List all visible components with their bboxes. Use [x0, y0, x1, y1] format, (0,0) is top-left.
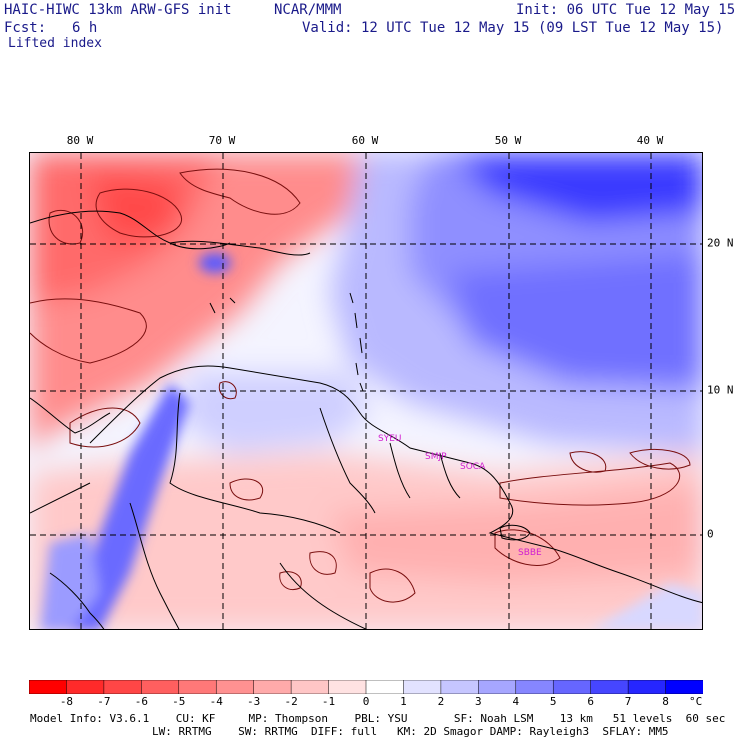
colorbar-tick-label: -7: [97, 695, 111, 708]
lat-label-20n: 20 N: [707, 236, 734, 250]
colorbar-tick-label: -3: [247, 695, 261, 708]
colorbar-tick-label: 7: [624, 695, 632, 708]
contour-lines: [30, 168, 691, 603]
colorbar-swatch: [290, 680, 330, 694]
lat-lon-grid: [30, 153, 702, 629]
field-name: Lifted index: [8, 36, 102, 51]
colorbar-tick-label: -2: [284, 695, 298, 708]
lat-label-10n: 10 N: [707, 383, 734, 397]
colorbar-swatch: [478, 680, 517, 694]
lon-label-80w: 80 W: [66, 134, 94, 147]
colorbar-tick-label: -4: [209, 695, 223, 708]
lon-label-60w: 60 W: [351, 134, 379, 147]
colorbar-swatch: [627, 680, 667, 694]
forecast-hour: 6 h: [72, 20, 98, 36]
colorbar-unit: °C: [689, 695, 703, 708]
colorbar-tick-label: -8: [59, 695, 74, 708]
model-info-line-2: LW: RRTMG SW: RRTMG DIFF: full KM: 2D Sm…: [152, 725, 669, 738]
lifted-index-map: SYEU SMJP SOCA SBBE: [29, 152, 703, 630]
field-shading: [30, 153, 702, 629]
colorbar-swatch: [665, 680, 703, 694]
colorbar-swatch: [103, 680, 143, 694]
lon-label-40w: 40 W: [636, 134, 664, 147]
valid-time: Valid: 12 UTC Tue 12 May 15 (09 LST Tue …: [302, 20, 724, 36]
colorbar-swatch: [215, 680, 255, 694]
model-info-line-1: Model Info: V3.6.1 CU: KF MP: Thompson P…: [30, 712, 726, 725]
station-syeu: SYEU: [378, 434, 401, 444]
colorbar-tick-label: -5: [172, 695, 186, 708]
colorbar-swatch: [515, 680, 554, 694]
lon-label-50w: 50 W: [494, 134, 522, 147]
colorbar-tick-label: 1: [400, 695, 407, 708]
colorbar-swatch: [253, 680, 292, 694]
map-canvas: SYEU SMJP SOCA SBBE: [30, 153, 702, 629]
colorbar-swatch: [66, 680, 105, 694]
organization: NCAR/MMM: [274, 2, 342, 18]
colorbar-tick-label: 4: [512, 695, 520, 708]
colorbar-tick-label: 2: [437, 695, 445, 708]
station-smjp: SMJP: [425, 452, 447, 462]
colorbar-tick-label: 0: [362, 695, 370, 708]
colorbar-swatch: [552, 680, 592, 694]
forecast-label: Fcst:: [4, 20, 47, 36]
colorbar: [29, 680, 703, 694]
colorbar-tick-label: -6: [134, 695, 148, 708]
colorbar-swatch: [403, 680, 442, 694]
station-soca: SOCA: [460, 462, 486, 472]
colorbar-swatch: [29, 680, 68, 694]
init-time: Init: 06 UTC Tue 12 May 15: [516, 2, 736, 18]
station-sbbe: SBBE: [518, 548, 542, 558]
colorbar-tick-label: 6: [587, 695, 594, 708]
model-title: HAIC-HIWC 13km ARW-GFS init: [4, 2, 232, 18]
colorbar-tick-label: 3: [475, 695, 482, 708]
colorbar-swatch: [590, 680, 629, 694]
colorbar-tick-label: 8: [662, 695, 669, 708]
lat-label-equator: 0: [707, 527, 714, 541]
colorbar-tick-label: -1: [321, 695, 336, 708]
coastlines: [30, 210, 702, 629]
colorbar-swatch: [365, 680, 405, 694]
colorbar-tick-label: 5: [549, 695, 557, 708]
colorbar-swatch: [141, 680, 180, 694]
colorbar-swatch: [328, 680, 367, 694]
lon-label-70w: 70 W: [208, 134, 236, 147]
colorbar-swatch: [178, 680, 217, 694]
colorbar-swatch: [440, 680, 480, 694]
